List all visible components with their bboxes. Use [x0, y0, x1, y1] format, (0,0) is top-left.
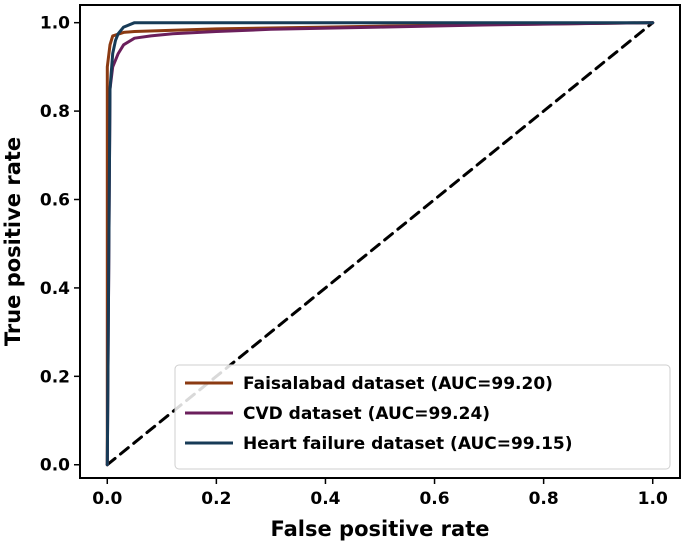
x-tick-label: 0.8 [529, 489, 559, 509]
y-tick-label: 1.0 [40, 14, 70, 34]
y-axis-ticks: 0.0 0.2 0.4 0.6 0.8 1.0 [40, 14, 80, 476]
y-tick-label: 0.2 [40, 367, 70, 387]
x-axis-title: False positive rate [271, 517, 490, 541]
x-axis-ticks: 0.0 0.2 0.4 0.6 0.8 1.0 [92, 478, 668, 509]
series-line-chance [105, 21, 655, 467]
x-tick-label: 0.0 [92, 489, 122, 509]
y-tick-label: 0.8 [40, 102, 70, 122]
legend-label: Faisalabad dataset (AUC=99.20) [243, 374, 553, 394]
legend: Faisalabad dataset (AUC=99.20) CVD datase… [174, 364, 671, 470]
x-tick-label: 0.4 [310, 489, 340, 509]
series-line-heart-failure-dataset-auc-99-15 [105, 21, 655, 467]
y-tick-label: 0.4 [40, 279, 70, 299]
legend-label: Heart failure dataset (AUC=99.15) [243, 434, 573, 454]
plot-lines [105, 21, 655, 467]
y-tick-label: 0.0 [40, 456, 70, 476]
legend-box [174, 364, 671, 470]
x-tick-label: 1.0 [638, 489, 668, 509]
legend-label: CVD dataset (AUC=99.24) [243, 404, 490, 424]
x-tick-label: 0.6 [419, 489, 449, 509]
x-tick-label: 0.2 [201, 489, 231, 509]
y-axis-title: True positive rate [1, 137, 25, 346]
plot-frame [79, 4, 681, 479]
y-tick-label: 0.6 [40, 191, 70, 211]
